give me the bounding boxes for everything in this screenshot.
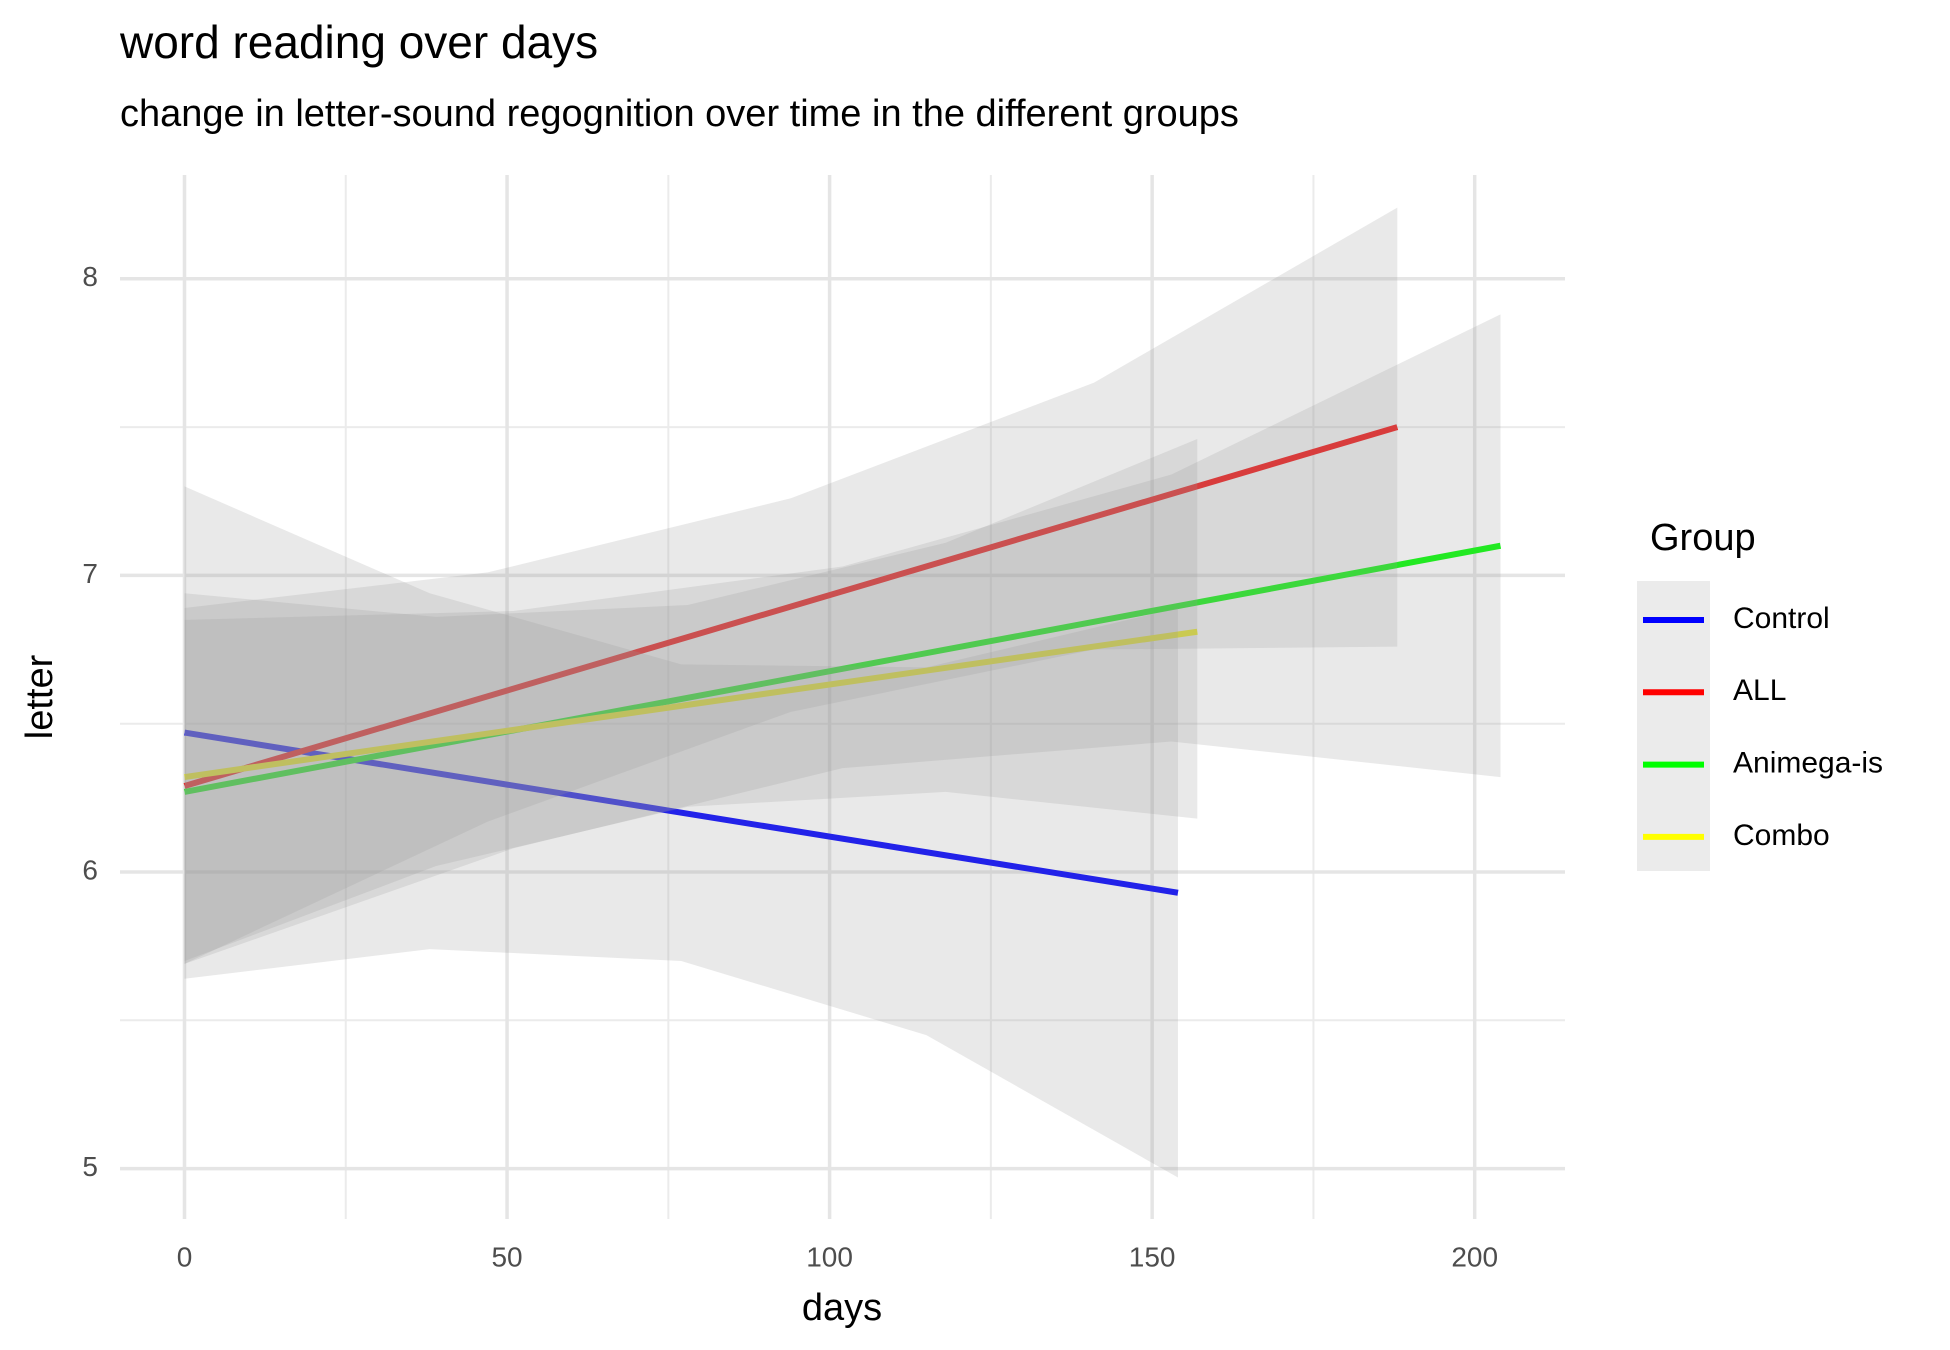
chart-title: word reading over days: [119, 16, 598, 68]
confidence-band: [184, 438, 1198, 961]
legend-label: Animega-is: [1733, 747, 1883, 780]
legend-label: ALL: [1733, 674, 1786, 707]
x-tick-label: 150: [1129, 1241, 1176, 1272]
confidence-band: [184, 486, 1178, 1178]
confidence-band: [184, 207, 1398, 964]
y-tick-label: 6: [82, 854, 98, 885]
y-tick-label: 7: [82, 558, 98, 589]
x-tick-label: 0: [177, 1241, 193, 1272]
legend-label: Control: [1733, 602, 1830, 635]
trend-line: [183, 542, 1502, 795]
confidence-band: [184, 314, 1501, 964]
y-tick-label: 5: [82, 1151, 98, 1182]
legend-title: Group: [1650, 517, 1756, 559]
trend-line: [184, 628, 1198, 781]
chart-subtitle: change in letter-sound regognition over …: [120, 93, 1239, 135]
x-axis-title: days: [802, 1287, 882, 1329]
x-tick-label: 100: [806, 1241, 853, 1272]
trend-line: [183, 424, 1399, 789]
legend-label: Combo: [1733, 819, 1830, 852]
legend-key-background: [1637, 581, 1710, 871]
y-axis-title: letter: [19, 654, 61, 739]
x-tick-label: 200: [1451, 1241, 1498, 1272]
y-tick-label: 8: [82, 261, 98, 292]
x-tick-label: 50: [491, 1241, 522, 1272]
